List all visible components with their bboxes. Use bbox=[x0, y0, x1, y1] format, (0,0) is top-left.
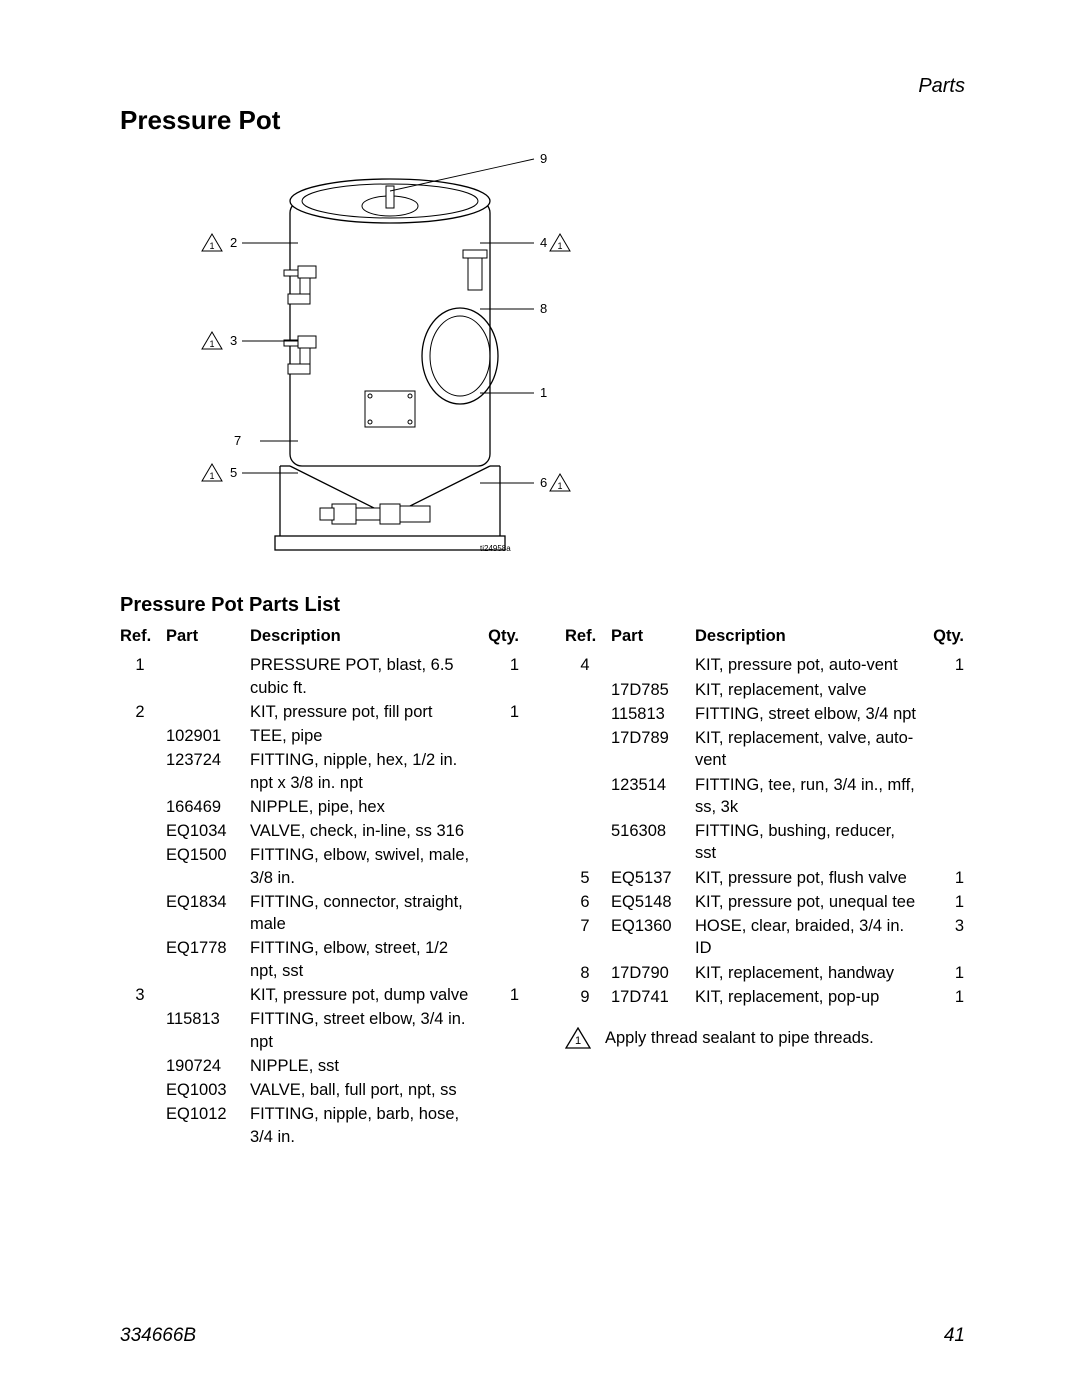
page-number: 41 bbox=[944, 1325, 965, 1347]
page-title: Pressure Pot bbox=[120, 105, 970, 136]
parts-table-right: Ref.PartDescriptionQty.4KIT, pressure po… bbox=[565, 621, 970, 1009]
table-row: 3KIT, pressure pot, dump valve1 bbox=[120, 983, 525, 1007]
svg-text:1: 1 bbox=[209, 241, 214, 251]
table-row: 123514FITTING, tee, run, 3/4 in., mff, s… bbox=[565, 773, 970, 820]
table-row: 817D790KIT, replacement, handway1 bbox=[565, 961, 970, 985]
parts-list-heading: Pressure Pot Parts List bbox=[120, 594, 970, 617]
table-row: EQ1012FITTING, nipple, barb, hose, 3/4 i… bbox=[120, 1102, 525, 1149]
table-row: 1PRESSURE POT, blast, 6.5 cubic ft.1 bbox=[120, 653, 525, 700]
svg-text:4: 4 bbox=[540, 235, 547, 250]
parts-table-left: Ref.PartDescriptionQty.1PRESSURE POT, bl… bbox=[120, 621, 525, 1149]
table-row: 102901TEE, pipe bbox=[120, 724, 525, 748]
svg-text:1: 1 bbox=[209, 471, 214, 481]
table-row: 190724NIPPLE, sst bbox=[120, 1054, 525, 1078]
table-row: 166469NIPPLE, pipe, hex bbox=[120, 795, 525, 819]
table-row: 123724FITTING, nipple, hex, 1/2 in. npt … bbox=[120, 748, 525, 795]
table-row: 115813FITTING, street elbow, 3/4 in. npt bbox=[120, 1007, 525, 1054]
svg-text:7: 7 bbox=[234, 433, 241, 448]
svg-text:8: 8 bbox=[540, 301, 547, 316]
table-row: 5EQ5137KIT, pressure pot, flush valve1 bbox=[565, 866, 970, 890]
table-row: 17D789KIT, replacement, valve, auto-vent bbox=[565, 726, 970, 773]
svg-text:6: 6 bbox=[540, 475, 547, 490]
svg-text:1: 1 bbox=[540, 385, 547, 400]
svg-text:1: 1 bbox=[557, 241, 562, 251]
table-row: 4KIT, pressure pot, auto-vent1 bbox=[565, 653, 970, 677]
table-row: EQ1834FITTING, connector, straight, male bbox=[120, 890, 525, 937]
table-row: 7EQ1360HOSE, clear, braided, 3/4 in. ID3 bbox=[565, 914, 970, 961]
svg-text:5: 5 bbox=[230, 465, 237, 480]
table-row: 917D741KIT, replacement, pop-up1 bbox=[565, 985, 970, 1009]
svg-text:1: 1 bbox=[575, 1035, 581, 1047]
table-row: EQ1778FITTING, elbow, street, 1/2 npt, s… bbox=[120, 936, 525, 983]
note-text: Apply thread sealant to pipe threads. bbox=[605, 1027, 874, 1049]
table-row: EQ1034VALVE, check, in-line, ss 316 bbox=[120, 819, 525, 843]
table-row: 516308FITTING, bushing, reducer, sst bbox=[565, 819, 970, 866]
svg-text:9: 9 bbox=[540, 151, 547, 166]
pressure-pot-diagram: ti24958a12137159418161 bbox=[180, 146, 600, 576]
svg-text:ti24958a: ti24958a bbox=[480, 544, 511, 553]
note-triangle-icon: 1 bbox=[565, 1027, 591, 1049]
table-row: EQ1003VALVE, ball, full port, npt, ss bbox=[120, 1078, 525, 1102]
svg-text:1: 1 bbox=[209, 339, 214, 349]
table-row: 115813FITTING, street elbow, 3/4 npt bbox=[565, 702, 970, 726]
svg-text:1: 1 bbox=[557, 481, 562, 491]
table-row: EQ1500FITTING, elbow, swivel, male, 3/8 … bbox=[120, 843, 525, 890]
thread-sealant-note: 1 Apply thread sealant to pipe threads. bbox=[565, 1027, 970, 1049]
table-row: 17D785KIT, replacement, valve bbox=[565, 678, 970, 702]
svg-text:3: 3 bbox=[230, 333, 237, 348]
parts-tables: Ref.PartDescriptionQty.1PRESSURE POT, bl… bbox=[120, 621, 970, 1149]
table-row: 2KIT, pressure pot, fill port1 bbox=[120, 700, 525, 724]
svg-text:2: 2 bbox=[230, 235, 237, 250]
table-row: 6EQ5148KIT, pressure pot, unequal tee1 bbox=[565, 890, 970, 914]
section-label: Parts bbox=[918, 75, 965, 98]
doc-number: 334666B bbox=[120, 1325, 196, 1347]
